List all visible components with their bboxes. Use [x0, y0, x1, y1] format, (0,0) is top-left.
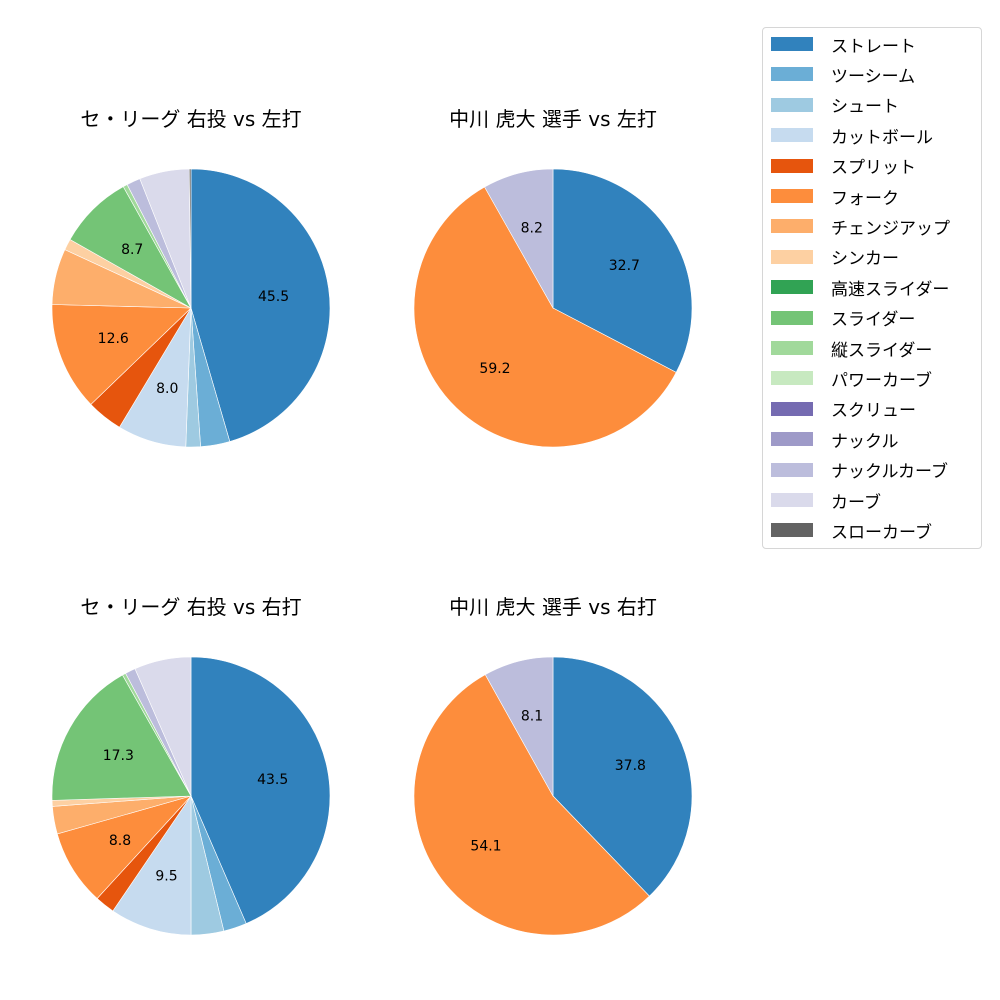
legend-label: ツーシーム — [831, 66, 916, 87]
legend-label: フォーク — [831, 188, 899, 209]
pie-value-label: 45.5 — [258, 289, 289, 305]
pie-value-label: 17.3 — [103, 748, 134, 764]
pie-value-label: 8.8 — [109, 833, 131, 849]
legend: ストレートツーシームシュートカットボール スプリットフォークチェンジアップ シンカー… — [762, 27, 982, 549]
legend-swatch — [771, 219, 813, 234]
legend-swatch — [771, 341, 813, 355]
legend-swatch — [771, 280, 813, 295]
legend-label: カットボール — [831, 127, 933, 148]
legend-item: ナックルカーブ — [771, 460, 948, 483]
legend-item: シンカー — [771, 247, 899, 270]
title-top-right: 中川 虎大 選手 vs 左打 — [449, 107, 657, 131]
legend-swatch — [771, 432, 813, 447]
pie-value-label: 8.2 — [521, 220, 543, 236]
legend-label: シンカー — [831, 249, 899, 270]
legend-label: ナックル — [831, 431, 899, 452]
legend-label: スローカーブ — [831, 522, 932, 543]
pie-slice — [552, 168, 693, 373]
pie-slice — [484, 168, 554, 310]
pie-value-label: 8.7 — [121, 242, 143, 258]
legend-swatch — [771, 37, 813, 51]
legend-swatch — [771, 128, 813, 143]
pie-slice — [134, 656, 192, 797]
pie-value-label: 9.5 — [155, 869, 177, 885]
legend-label: スプリット — [831, 158, 916, 179]
legend-swatch — [771, 158, 813, 173]
pie-value-label: 54.1 — [470, 839, 501, 855]
legend-swatch — [771, 97, 813, 112]
legend-item: カーブ — [771, 490, 881, 513]
pie-slice — [552, 656, 693, 897]
pie-slice — [51, 304, 192, 405]
legend-swatch — [771, 523, 813, 538]
legend-swatch — [771, 249, 813, 264]
legend-swatch — [771, 310, 813, 325]
legend-item: カットボール — [771, 125, 933, 148]
legend-label: シュート — [831, 97, 899, 118]
pie-slice — [484, 656, 554, 798]
pie-slice — [413, 186, 677, 448]
legend-label: カーブ — [831, 492, 881, 513]
title-bottom-right: 中川 虎大 選手 vs 右打 — [449, 595, 657, 619]
pie-value-label: 59.2 — [479, 361, 510, 377]
legend-item: ナックル — [771, 429, 899, 452]
legend-label: 縦スライダー — [831, 340, 933, 361]
legend-swatch — [771, 493, 813, 507]
legend-item: シュート — [771, 95, 899, 118]
pie-value-label: 12.6 — [98, 331, 129, 347]
legend-item: スプリット — [771, 156, 916, 179]
pie-value-label: 43.5 — [257, 772, 288, 788]
legend-label: ナックルカーブ — [831, 462, 948, 483]
legend-swatch — [771, 462, 813, 477]
pie-value-label: 8.1 — [521, 708, 543, 724]
legend-item: スローカーブ — [771, 520, 932, 543]
legend-item: ツーシーム — [771, 64, 916, 87]
pie-value-label: 8.0 — [156, 381, 178, 397]
pie-slice — [413, 674, 650, 936]
legend-label: チェンジアップ — [831, 218, 950, 239]
title-bottom-left: セ・リーグ 右投 vs 右打 — [80, 595, 302, 619]
legend-label: スクリュー — [831, 401, 916, 422]
pie-slice — [188, 168, 192, 309]
legend-item: チェンジアップ — [771, 216, 950, 239]
pie-slice — [190, 168, 331, 442]
legend-item: パワーカーブ — [771, 368, 932, 391]
legend-item: スクリュー — [771, 399, 916, 422]
pie-value-label: 32.7 — [609, 258, 640, 274]
legend-swatch — [771, 67, 813, 82]
pie-slice — [190, 656, 331, 924]
pie-slice — [51, 674, 192, 801]
legend-label: スライダー — [831, 310, 916, 331]
legend-swatch — [771, 371, 813, 386]
legend-item: スライダー — [771, 308, 916, 331]
title-top-left: セ・リーグ 右投 vs 左打 — [80, 107, 302, 131]
legend-item: フォーク — [771, 186, 899, 209]
pie-value-label: 37.8 — [615, 758, 646, 774]
pie-slice — [112, 795, 192, 936]
legend-label: 高速スライダー — [831, 279, 950, 300]
legend-item: 縦スライダー — [771, 338, 933, 361]
legend-label: ストレート — [831, 36, 916, 57]
legend-swatch — [771, 401, 813, 416]
legend-item: 高速スライダー — [771, 277, 950, 300]
legend-swatch — [771, 189, 813, 203]
legend-item: ストレート — [771, 34, 916, 57]
legend-label: パワーカーブ — [831, 370, 932, 391]
